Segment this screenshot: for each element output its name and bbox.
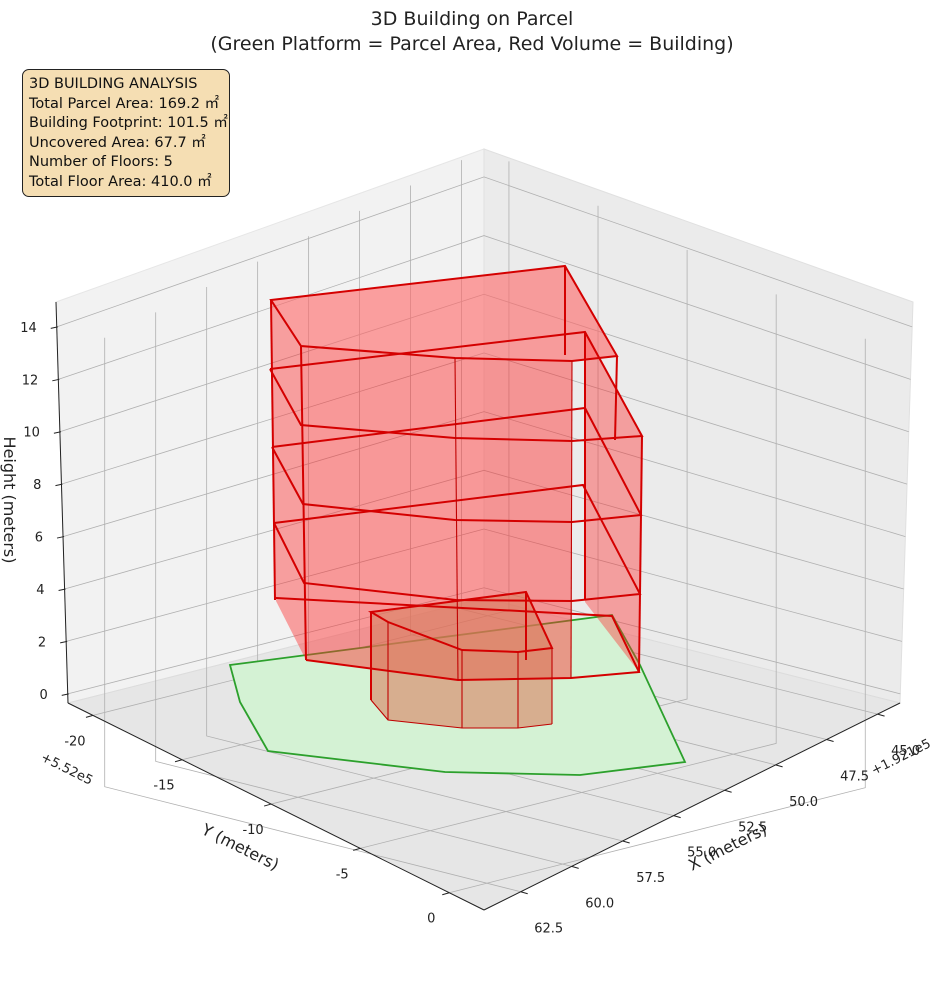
z-gridline — [62, 411, 906, 537]
y-tick-mark — [85, 714, 94, 718]
y-tick-label: -5 — [336, 867, 349, 882]
z-tick-label: 8 — [33, 478, 41, 493]
chart-title: 3D Building on Parcel — [371, 8, 574, 30]
z-tick-mark — [52, 378, 60, 382]
mullion-2 — [570, 360, 573, 679]
x-tick-label: 45.0 — [891, 744, 920, 759]
building-volume — [269, 264, 644, 729]
edge-2 — [614, 355, 618, 441]
z-axis-ticks: 0 2 4 6 8 10 12 14 — [20, 321, 69, 703]
floor-line-3 — [275, 597, 641, 682]
x-tick-label: 60.0 — [585, 896, 614, 911]
annotation-line: Total Parcel Area: 169.2 ㎡ — [29, 95, 220, 112]
y-axis-line — [67, 702, 485, 911]
x-tick-mark — [775, 764, 783, 768]
annotation-line: Uncovered Area: 67.7 ㎡ — [29, 134, 206, 151]
x-tick-label: 57.5 — [636, 871, 665, 886]
x-gridline — [104, 337, 521, 893]
z-tick-mark — [58, 588, 66, 591]
x-tick-mark — [724, 789, 732, 793]
analysis-annotation-box: 3D BUILDING ANALYSIS Total Parcel Area: … — [22, 69, 230, 197]
z-tick-label: 4 — [36, 583, 44, 598]
z-tick-label: 10 — [23, 426, 40, 441]
z-axis-line — [55, 301, 69, 704]
x-tick-label: 52.5 — [738, 820, 767, 835]
x-tick-label: 50.0 — [789, 795, 818, 810]
chart-subtitle: (Green Platform = Parcel Area, Red Volum… — [210, 33, 733, 55]
x-tick-label: 55.0 — [687, 846, 716, 861]
x-tick-mark — [622, 840, 630, 844]
y-tick-label: 0 — [427, 912, 435, 927]
y-tick-mark — [174, 759, 183, 763]
z-gridline — [58, 235, 911, 380]
lower-wing-base — [370, 699, 553, 729]
z-tick-mark — [53, 431, 61, 434]
y-tick-mark — [442, 892, 450, 896]
x-tick-mark — [673, 815, 681, 819]
building-roof — [271, 266, 617, 361]
mullion-1 — [454, 357, 459, 681]
z-tick-mark — [55, 483, 63, 487]
y-axis-ticks: -20 -15 -10 -5 0 — [64, 714, 450, 927]
y-gridline — [449, 338, 866, 894]
annotation-line: Number of Floors: 5 — [29, 154, 173, 170]
z-tick-label: 2 — [38, 635, 46, 650]
x-gridline — [155, 312, 572, 867]
z-gridline — [64, 469, 904, 590]
annotation-line: Building Footprint: 101.5 ㎡ — [29, 115, 228, 131]
x-tick-label: 47.5 — [840, 770, 869, 785]
y-axis-offset: +5.52e5 — [38, 750, 95, 788]
z-tick-label: 14 — [20, 321, 37, 336]
y-gridline — [360, 294, 777, 849]
y-tick-label: -20 — [64, 734, 85, 749]
z-gridline — [56, 176, 913, 328]
z-axis-label: Height (meters) — [0, 437, 19, 564]
z-tick-label: 12 — [22, 373, 39, 388]
y-tick-label: -15 — [153, 779, 174, 794]
x-tick-mark — [826, 739, 834, 743]
x-axis-offset: +1.921e5 — [869, 736, 933, 778]
z-tick-mark — [61, 693, 69, 696]
building-east-face — [585, 332, 642, 672]
x-axis-line — [483, 702, 901, 911]
x-tick-mark — [520, 891, 528, 895]
annotation-title: 3D BUILDING ANALYSIS — [29, 76, 198, 92]
y-gridline — [271, 250, 688, 805]
x-gridline — [206, 287, 623, 842]
z-tick-mark — [56, 536, 65, 539]
y-tick-mark — [263, 803, 272, 807]
axis-lines — [55, 301, 901, 911]
z-gridline — [66, 528, 903, 642]
annotation-line: Total Floor Area: 410.0 ㎡ — [29, 173, 212, 190]
y-tick-mark — [353, 847, 361, 851]
z-tick-label: 6 — [35, 531, 43, 546]
x-tick-label: 62.5 — [534, 922, 563, 937]
floor-line-6 — [273, 483, 642, 603]
z-tick-mark — [60, 640, 68, 644]
edge-5 — [638, 435, 643, 673]
y-tick-label: -10 — [242, 823, 263, 838]
x-tick-mark — [571, 865, 579, 869]
z-tick-mark — [50, 326, 58, 329]
x-tick-mark — [877, 713, 885, 717]
x-axis-ticks: 45.0 47.5 50.0 52.5 55.0 57.5 60.0 62.5 — [520, 713, 920, 937]
z-tick-label: 0 — [39, 688, 47, 703]
y-axis-label: Y (meters) — [198, 819, 282, 874]
